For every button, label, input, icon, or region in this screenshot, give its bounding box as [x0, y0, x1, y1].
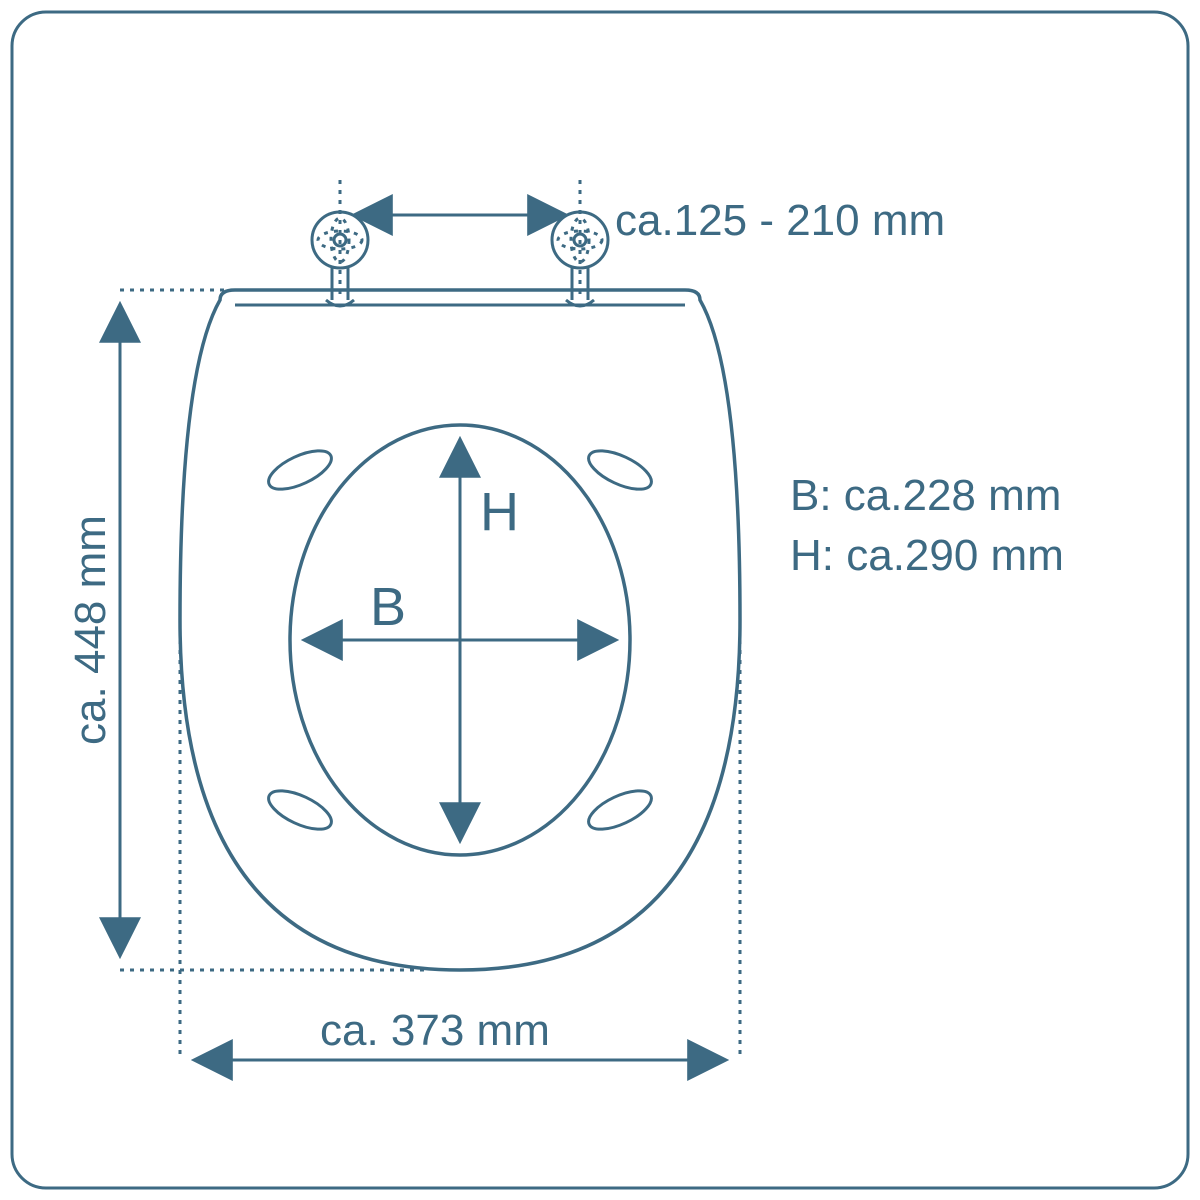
bumper [263, 783, 336, 837]
dim-hinge-span: ca.125 - 210 mm [355, 196, 945, 245]
dim-inner-h-label: H [480, 482, 519, 542]
bumper [583, 783, 656, 837]
legend-b: B: ca.228 mm [790, 471, 1061, 520]
hinge-right [552, 180, 608, 306]
dim-hinge-span-label: ca.125 - 210 mm [615, 196, 945, 245]
frame [12, 12, 1188, 1188]
bumper [583, 443, 656, 497]
dimension-diagram: ca.125 - 210 mm ca. 448 mm ca. 373 mm B … [0, 0, 1200, 1200]
legend-h: H: ca.290 mm [790, 531, 1064, 580]
dim-inner-b-label: B [370, 577, 406, 637]
dim-width-label: ca. 373 mm [320, 1006, 550, 1055]
hinge-left [312, 180, 368, 306]
bumper [263, 443, 336, 497]
hinges [312, 180, 608, 306]
dim-height-label: ca. 448 mm [66, 515, 115, 745]
